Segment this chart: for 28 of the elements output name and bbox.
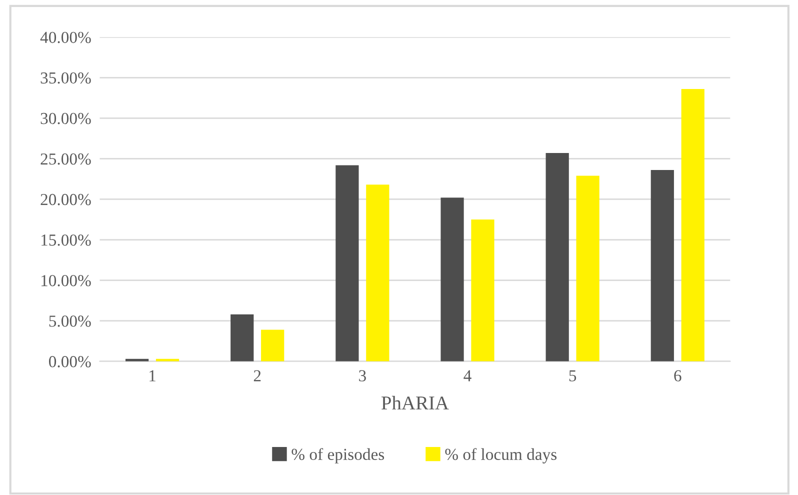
x-tick-label: 1 [150,370,156,382]
y-tick-label: 30.00% [40,112,91,124]
y-tick-label: 25.00% [40,153,91,165]
y-tick-label: 40.00% [40,32,91,44]
bar [471,220,494,362]
bar [366,184,390,362]
bar [650,170,674,362]
x-tick-label: 5 [569,370,576,382]
bar [230,314,254,362]
y-tick-label: 10.00% [42,274,91,286]
x-tick-label: 6 [674,370,682,382]
bar [681,89,704,362]
y-tick-label: 20.00% [40,194,91,206]
bar [546,153,569,362]
x-tick-label: 3 [359,370,366,382]
y-tick-label: 15.00% [42,234,91,246]
bar [336,165,359,362]
y-tick-label: 35.00% [40,72,91,84]
legend-label: % of locum days [445,448,557,464]
bar [261,330,284,362]
y-tick-label: 0.00% [49,356,91,368]
y-tick-label: 5.00% [49,316,91,327]
legend-label: % of episodes [292,448,384,464]
x-axis-title: PhARIA [381,396,449,410]
bar [440,198,464,362]
bar [576,176,600,362]
x-tick-label: 4 [464,370,472,382]
x-tick-label: 2 [254,370,261,382]
